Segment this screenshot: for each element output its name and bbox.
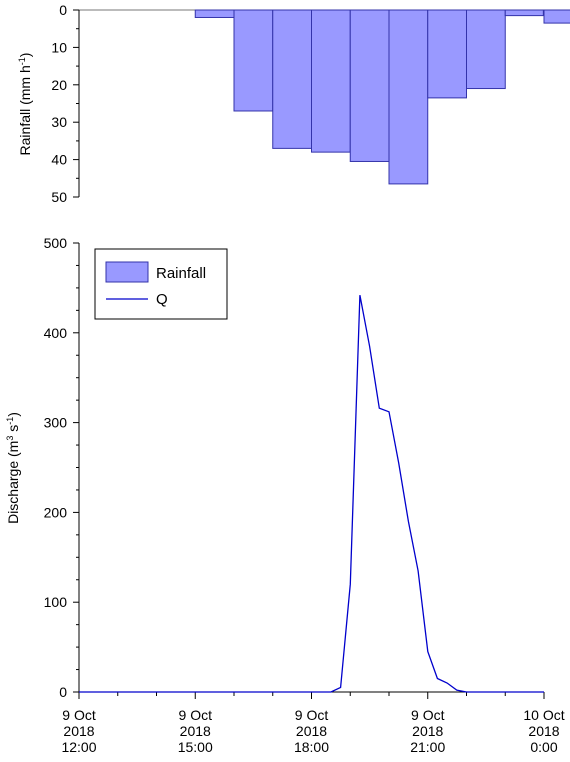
- discharge-y-tick-label: 500: [44, 235, 68, 251]
- discharge-x-tick-label: 18:00: [294, 739, 329, 755]
- discharge-x-tick-label: 2018: [412, 723, 443, 739]
- rainfall-bar: [388, 9, 429, 185]
- discharge-x-tick-label: 9 Oct: [295, 707, 329, 723]
- discharge-axis-title-sup: 3: [5, 436, 15, 441]
- legend-swatch-rainfall: [105, 261, 149, 283]
- discharge-y-tick-label: 200: [44, 504, 68, 520]
- discharge-x-tick-label: 10 Oct: [523, 707, 564, 723]
- discharge-x-tick-label: 15:00: [178, 739, 213, 755]
- legend-label-rainfall: Rainfall: [156, 265, 206, 282]
- chart-legend: Rainfall Q: [94, 248, 228, 320]
- discharge-axis-title-sup: -1: [5, 417, 15, 425]
- discharge-y-tick-label: 400: [44, 325, 68, 341]
- discharge-x-tick-label: 2018: [528, 723, 559, 739]
- rainfall-y-tick-label: 40: [51, 152, 67, 168]
- discharge-x-tick-label: 2018: [63, 723, 94, 739]
- rainfall-bar: [504, 9, 544, 17]
- rainfall-bar: [466, 9, 506, 90]
- discharge-y-tick-label: 100: [44, 594, 68, 610]
- discharge-x-tick-label: 12:00: [61, 739, 96, 755]
- discharge-y-tick-label: 0: [59, 684, 67, 700]
- rainfall-panel: 0 10 20 30 40 50 Rainfall (mm h-1): [17, 2, 570, 205]
- rainfall-axis-title-sup: -1: [17, 57, 27, 65]
- discharge-axis-title-end: ): [5, 412, 21, 417]
- discharge-y-tick-label: 300: [44, 415, 68, 431]
- rainfall-bar: [543, 9, 570, 24]
- rainfall-axis-title-text: Rainfall (mm h: [17, 65, 33, 155]
- rainfall-bar: [311, 9, 351, 153]
- discharge-x-tick-label: 2018: [180, 723, 211, 739]
- rainfall-y-tick-label: 50: [51, 189, 67, 205]
- discharge-x-tick-label: 2018: [296, 723, 327, 739]
- discharge-line-q: [79, 294, 544, 693]
- rainfall-y-tick-label: 30: [51, 114, 67, 130]
- discharge-x-tick-label: 21:00: [410, 739, 445, 755]
- discharge-axis-title: Discharge (m3 s-1): [5, 412, 21, 524]
- rainfall-axis-title: Rainfall (mm h-1): [17, 53, 33, 156]
- rainfall-bar: [427, 9, 467, 99]
- rainfall-bar: [349, 9, 390, 162]
- rainfall-bar: [272, 9, 312, 149]
- legend-box: [94, 248, 228, 320]
- discharge-axis-title-text: Discharge (m: [5, 441, 21, 524]
- rainfall-y-tick-label: 0: [59, 2, 67, 18]
- rainfall-y-tick-label: 10: [51, 39, 67, 55]
- rainfall-axis-title-end: ): [17, 53, 33, 58]
- discharge-x-tick-label: 9 Oct: [62, 707, 96, 723]
- rainfall-bar: [194, 9, 235, 18]
- rainfall-y-tick-label: 20: [51, 77, 67, 93]
- discharge-x-tick-label: 0:00: [530, 739, 557, 755]
- discharge-axis-title-mid: s: [5, 425, 21, 436]
- rainfall-bar: [233, 9, 274, 112]
- discharge-x-tick-label: 9 Oct: [179, 707, 213, 723]
- discharge-x-tick-label: 9 Oct: [411, 707, 445, 723]
- legend-label-q: Q: [156, 291, 168, 308]
